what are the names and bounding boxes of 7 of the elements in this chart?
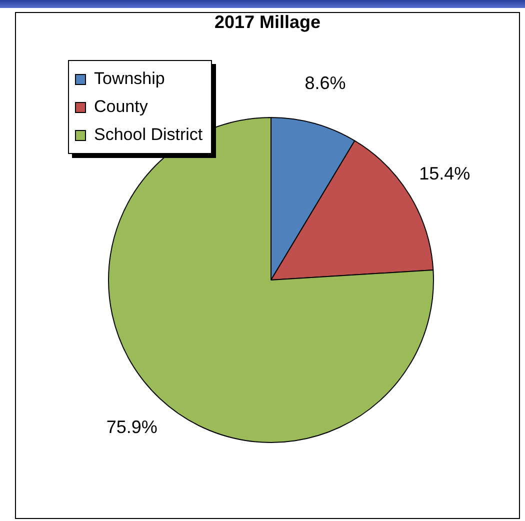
legend-label: Township	[94, 69, 165, 89]
chart-title: 2017 Millage	[213, 12, 322, 33]
data-label: 15.4%	[419, 164, 470, 184]
data-label: 8.6%	[304, 73, 346, 94]
legend-label: County	[94, 97, 148, 117]
legend-label: School District	[94, 125, 203, 145]
data-label: 75.9%	[106, 416, 158, 437]
